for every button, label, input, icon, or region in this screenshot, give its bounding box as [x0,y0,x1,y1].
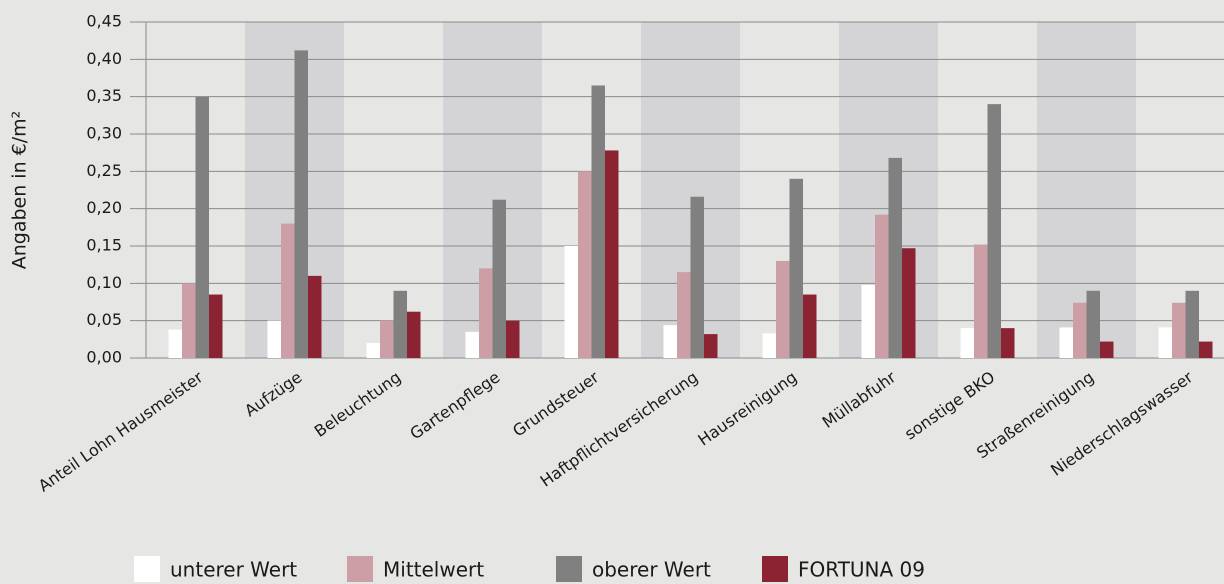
bar [974,244,988,358]
x-tick-label: Hausreinigung [694,367,800,449]
legend-text: oberer Wert [592,558,711,582]
bar [209,294,223,358]
bar [281,223,295,358]
legend-swatch [556,556,582,582]
bar [564,246,578,358]
bar [168,329,182,358]
y-tick-label: 0,30 [86,124,122,143]
bar [1086,290,1100,358]
bar [407,311,421,358]
bar [1100,341,1114,358]
x-tick-label: sonstige BKO [901,367,998,443]
bar [506,320,520,358]
y-tick-label: 0,45 [86,12,122,31]
bar [690,196,704,358]
bar [875,214,889,358]
bar [960,328,974,358]
bar [308,275,322,358]
y-tick-label: 0,05 [86,310,122,329]
bar [578,171,592,358]
bar [1172,302,1186,358]
x-tick-label: Gartenpflege [406,367,503,443]
bar [1158,327,1172,358]
bar [605,150,619,358]
bar [663,325,677,358]
bar [591,85,605,358]
legend-swatch [134,556,160,582]
bar [1059,327,1073,358]
y-axis-label: Angaben in €/m² [9,111,31,270]
legend-swatch [347,556,373,582]
x-tick-label: Anteil Lohn Hausmeister [35,367,207,495]
bar [762,333,776,358]
legend-text: unterer Wert [170,558,297,582]
bar [987,104,1001,358]
y-tick-label: 0,35 [86,86,122,105]
legend-swatch [762,556,788,582]
bar [888,157,902,358]
bar [789,178,803,358]
bar [1073,302,1087,358]
bar [294,50,308,359]
bar [776,260,790,358]
x-tick-label: Aufzüge [241,367,305,420]
x-tick-label: Beleuchtung [311,367,405,440]
y-tick-label: 0,00 [86,348,122,367]
bar [195,96,209,359]
y-tick-label: 0,40 [86,49,122,68]
legend-text: FORTUNA 09 [798,558,925,582]
bar [902,248,916,358]
bar [366,343,380,358]
bar [267,320,281,358]
bar [1185,290,1199,358]
bar [479,268,493,358]
bar [1001,328,1015,358]
bar [803,294,817,358]
y-tick-label: 0,20 [86,198,122,217]
x-tick-label: Haftpflichtversicherung [537,367,702,490]
bar [182,283,196,358]
bar [465,331,479,358]
bar [861,284,875,358]
y-tick-label: 0,10 [86,273,122,292]
legend-text: Mittelwert [383,558,484,582]
bar [393,290,407,358]
x-tick-label: Grundsteuer [509,367,603,440]
bar [1199,341,1213,358]
y-tick-label: 0,25 [86,161,122,180]
bar [704,334,718,358]
bar [677,272,691,358]
y-tick-label: 0,15 [86,236,122,255]
bar [492,199,506,358]
x-tick-label: Müllabfuhr [819,367,900,432]
bar [380,320,394,358]
